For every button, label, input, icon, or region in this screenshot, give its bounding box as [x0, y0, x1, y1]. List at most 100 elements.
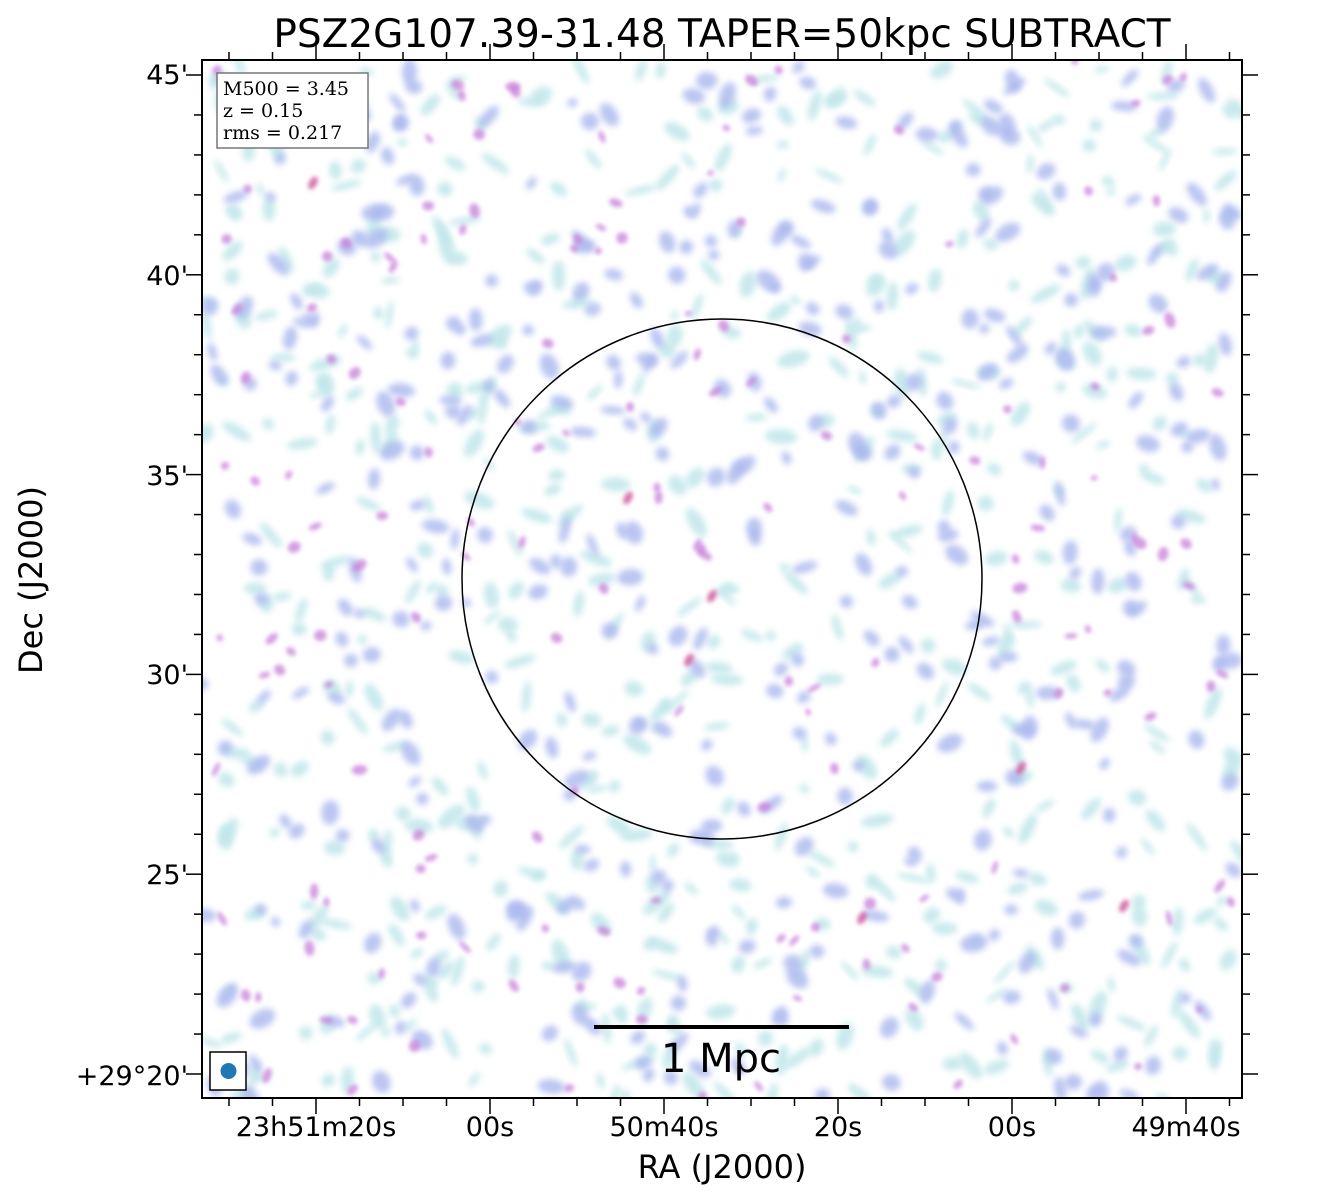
- emission-blob: [914, 703, 926, 725]
- emission-blob: [1107, 577, 1128, 594]
- emission-blob: [776, 140, 789, 150]
- emission-blob: [717, 930, 729, 945]
- emission-blob: [309, 391, 322, 399]
- emission-blob: [1073, 324, 1085, 339]
- emission-blob: [570, 785, 579, 796]
- emission-blob: [412, 829, 425, 841]
- emission-blob: [1009, 739, 1024, 769]
- emission-blob: [667, 843, 680, 858]
- emission-blob: [624, 681, 644, 697]
- emission-blob: [570, 245, 579, 253]
- emission-blob: [1073, 719, 1096, 730]
- emission-blob: [1157, 546, 1169, 562]
- emission-blob: [980, 116, 1003, 137]
- emission-blob: [1114, 255, 1137, 272]
- emission-blob: [705, 661, 733, 674]
- emission-blob: [422, 972, 438, 1003]
- emission-blob: [961, 308, 979, 329]
- emission-blob: [1039, 456, 1045, 470]
- emission-blob: [930, 60, 954, 79]
- emission-blob: [421, 519, 450, 534]
- emission-blob: [1053, 688, 1064, 699]
- emission-blob: [556, 712, 568, 728]
- emission-blob: [739, 271, 757, 298]
- emission-blob: [395, 397, 406, 407]
- emission-blob: [378, 968, 385, 980]
- emission-blob: [1089, 1012, 1103, 1028]
- emission-blob: [581, 712, 602, 728]
- emission-blob: [574, 844, 591, 854]
- emission-blob: [1144, 1025, 1159, 1047]
- emission-blob: [948, 440, 960, 454]
- emission-blob: [736, 1066, 744, 1074]
- emission-blob: [847, 1083, 873, 1098]
- emission-blob: [306, 303, 318, 313]
- emission-blob: [486, 933, 501, 952]
- emission-blob: [485, 670, 499, 684]
- emission-blob: [539, 353, 559, 379]
- emission-blob: [564, 691, 576, 713]
- emission-blob: [364, 228, 389, 249]
- emission-blob: [384, 252, 396, 263]
- emission-blob: [356, 335, 373, 350]
- emission-blob: [835, 304, 854, 320]
- emission-blob: [791, 652, 805, 667]
- emission-blob: [292, 622, 307, 637]
- emission-blob: [351, 764, 368, 775]
- emission-blob: [313, 629, 327, 642]
- emission-blob: [551, 961, 577, 973]
- emission-blob: [1145, 809, 1166, 832]
- emission-blob: [429, 977, 438, 988]
- emission-blob: [668, 475, 687, 496]
- emission-blob: [321, 800, 340, 825]
- emission-blob: [1140, 838, 1155, 855]
- emission-blob: [1186, 428, 1211, 444]
- emission-blob: [1213, 917, 1228, 931]
- emission-blob: [1180, 538, 1192, 550]
- emission-blob: [329, 161, 342, 180]
- emission-blob: [573, 234, 583, 246]
- emission-blob: [578, 769, 598, 791]
- x-axis-label: RA (J2000): [638, 1148, 807, 1186]
- emission-blob: [344, 653, 358, 668]
- emission-blob: [529, 557, 551, 575]
- emission-blob: [831, 614, 843, 641]
- emission-blob: [926, 863, 936, 884]
- emission-blob: [364, 683, 384, 711]
- emission-blob: [1134, 1062, 1142, 1071]
- emission-blob: [1128, 601, 1147, 617]
- emission-blob: [550, 181, 568, 197]
- emission-blob: [526, 176, 537, 190]
- emission-blob: [445, 156, 466, 171]
- emission-blob: [670, 351, 689, 369]
- emission-blob: [884, 646, 900, 663]
- emission-blob: [768, 283, 781, 293]
- emission-blob: [338, 323, 348, 338]
- emission-blob: [1022, 451, 1044, 466]
- emission-blob: [508, 581, 525, 599]
- emission-blob: [363, 932, 382, 954]
- emission-blob: [1095, 440, 1110, 449]
- emission-blob: [707, 169, 714, 177]
- emission-blob: [880, 1016, 899, 1039]
- emission-blob: [369, 1004, 386, 1030]
- emission-blob: [394, 1020, 406, 1035]
- emission-blob: [401, 60, 418, 86]
- emission-blob: [942, 417, 958, 435]
- emission-blob: [635, 595, 646, 612]
- emission-blob: [1107, 976, 1116, 993]
- emission-blob: [983, 238, 999, 251]
- emission-blob: [994, 961, 1015, 984]
- emission-blob: [468, 1072, 481, 1087]
- x-tick-labels: 23h51m20s 00s 50m40s 20s 00s 49m40s: [236, 1112, 1241, 1143]
- emission-blob: [1052, 182, 1067, 201]
- emission-blob: [328, 692, 345, 705]
- emission-blob: [1227, 98, 1242, 120]
- emission-blob: [740, 629, 764, 642]
- emission-blob: [1090, 717, 1109, 743]
- emission-blob: [882, 1074, 901, 1091]
- emission-blob: [413, 973, 427, 986]
- emission-blob: [1176, 356, 1191, 368]
- emission-blob: [569, 426, 597, 438]
- emission-blob: [240, 371, 251, 384]
